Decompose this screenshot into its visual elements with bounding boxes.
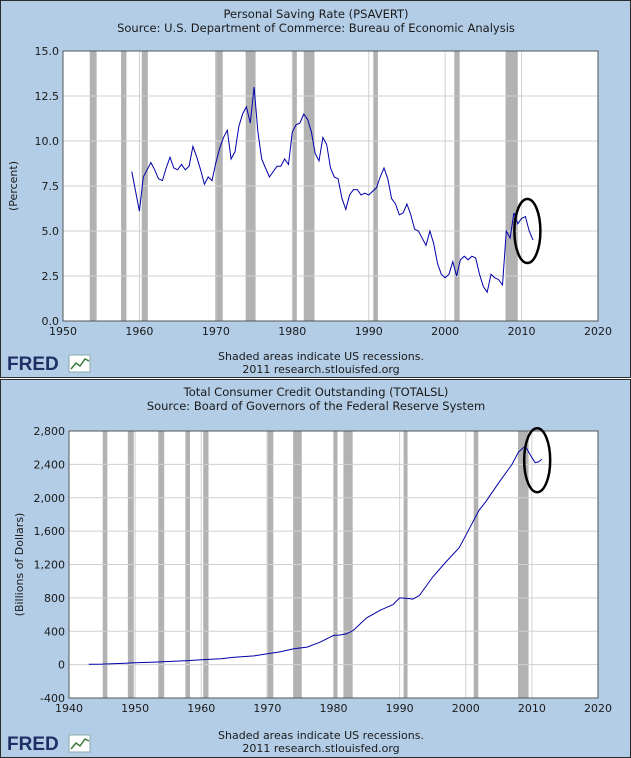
highlight-ellipse bbox=[513, 197, 542, 265]
y-tick-label: 400 bbox=[44, 625, 65, 638]
plot-area: -400 0 400 800 1,200 1,600 2,000 2,400 2,800 1940… bbox=[13, 425, 612, 715]
chart-panel-saving-rate: Personal Saving Rate (PSAVERT) Source: U… bbox=[0, 0, 631, 378]
y-tick-label: 10.0 bbox=[35, 135, 60, 148]
y-tick-label: 2.5 bbox=[42, 270, 60, 283]
fred-logo: FRED bbox=[7, 734, 91, 755]
x-tick-label: 1950 bbox=[121, 702, 149, 715]
x-tick-label: 1960 bbox=[187, 702, 215, 715]
y-axis-label: (Billions of Dollars) bbox=[13, 513, 26, 617]
recession-note: Shaded areas indicate US recessions. bbox=[218, 350, 424, 363]
fred-logo-text: FRED bbox=[7, 354, 59, 375]
chart-panel-consumer-credit: Total Consumer Credit Outstanding (TOTAL… bbox=[0, 379, 631, 758]
chart-subtitle: Source: Board of Governors of the Federa… bbox=[147, 399, 485, 413]
highlight-ellipse bbox=[522, 426, 552, 494]
x-tick-label: 1990 bbox=[386, 702, 414, 715]
y-tick-label: 12.5 bbox=[35, 90, 60, 103]
x-tick-label: 1960 bbox=[125, 325, 153, 338]
series-line bbox=[88, 445, 543, 665]
recession-note: Shaded areas indicate US recessions. bbox=[218, 729, 424, 742]
fred-logo-graph-icon bbox=[68, 734, 91, 753]
plot-frame bbox=[68, 430, 599, 699]
source-note: 2011 research.stlouisfed.org bbox=[242, 363, 399, 376]
x-tick-label: 2000 bbox=[452, 702, 480, 715]
plot-frame bbox=[62, 50, 599, 322]
y-tick-label: 2,400 bbox=[34, 458, 66, 471]
source-note: 2011 research.stlouisfed.org bbox=[242, 742, 399, 755]
saving-rate-chart: Personal Saving Rate (PSAVERT) Source: U… bbox=[7, 7, 612, 376]
y-tick-label: 0 bbox=[58, 659, 65, 672]
y-tick-label: 800 bbox=[44, 592, 65, 605]
y-tick-label: 5.0 bbox=[42, 225, 60, 238]
x-tick-label: 2020 bbox=[584, 325, 612, 338]
chart-subtitle: Source: U.S. Department of Commerce: Bur… bbox=[117, 21, 515, 35]
x-tick-label: 1940 bbox=[55, 702, 83, 715]
y-tick-label: 1,600 bbox=[34, 525, 66, 538]
y-tick-label: 2,800 bbox=[34, 425, 66, 438]
y-tick-label: 15.0 bbox=[35, 45, 60, 58]
y-axis-label: (Percent) bbox=[7, 161, 20, 211]
chart-title: Personal Saving Rate (PSAVERT) bbox=[223, 7, 408, 21]
consumer-credit-chart: Total Consumer Credit Outstanding (TOTAL… bbox=[7, 385, 612, 755]
fred-logo: FRED bbox=[7, 354, 91, 375]
x-tick-label: 2010 bbox=[518, 702, 546, 715]
y-tick-label: 7.5 bbox=[42, 180, 60, 193]
x-tick-label: 2020 bbox=[584, 702, 612, 715]
x-tick-label: 2000 bbox=[431, 325, 459, 338]
x-tick-label: 1950 bbox=[49, 325, 77, 338]
x-tick-label: 1980 bbox=[278, 325, 306, 338]
fred-logo-graph-icon bbox=[68, 354, 91, 373]
y-tick-label: 2,000 bbox=[34, 492, 66, 505]
x-tick-label: 1990 bbox=[355, 325, 383, 338]
y-tick-label: -400 bbox=[40, 692, 65, 705]
y-tick-label: 1,200 bbox=[34, 559, 66, 572]
x-tick-label: 1980 bbox=[320, 702, 348, 715]
chart-title: Total Consumer Credit Outstanding (TOTAL… bbox=[183, 385, 449, 399]
y-tick-label: 0.0 bbox=[42, 315, 60, 328]
x-tick-label: 2010 bbox=[508, 325, 536, 338]
x-tick-label: 1970 bbox=[253, 702, 281, 715]
fred-logo-text: FRED bbox=[7, 734, 59, 755]
series-line bbox=[131, 86, 534, 294]
x-tick-label: 1970 bbox=[202, 325, 230, 338]
plot-area: 0.0 2.5 5.0 7.5 10.0 12.5 15.0 1950 1960 1970 1980… bbox=[7, 45, 612, 338]
